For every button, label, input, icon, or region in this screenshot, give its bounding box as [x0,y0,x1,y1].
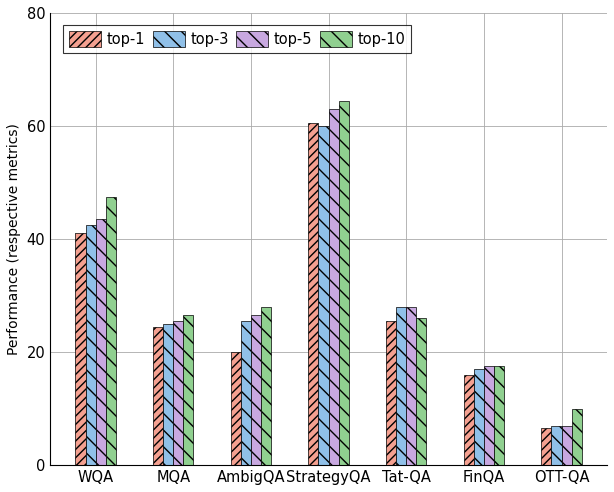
Bar [85,225,96,465]
Bar [231,352,241,465]
Bar [261,307,271,465]
Bar [173,321,184,465]
Y-axis label: Performance (respective metrics): Performance (respective metrics) [7,123,21,355]
Bar [542,429,551,465]
Bar [241,321,251,465]
Bar [328,109,339,465]
Bar [319,126,328,465]
Bar [494,366,504,465]
Bar [484,366,494,465]
Bar [76,233,85,465]
Bar [96,219,106,465]
Bar [572,409,581,465]
Bar [474,369,484,465]
Bar [339,100,349,465]
Legend: top-1, top-3, top-5, top-10: top-1, top-3, top-5, top-10 [63,25,411,53]
Bar [106,197,116,465]
Bar [406,307,416,465]
Bar [551,426,562,465]
Bar [562,426,572,465]
Bar [251,315,261,465]
Bar [308,123,319,465]
Bar [153,327,163,465]
Bar [396,307,406,465]
Bar [464,375,474,465]
Bar [416,318,427,465]
Bar [184,315,193,465]
Bar [386,321,396,465]
Bar [163,324,173,465]
